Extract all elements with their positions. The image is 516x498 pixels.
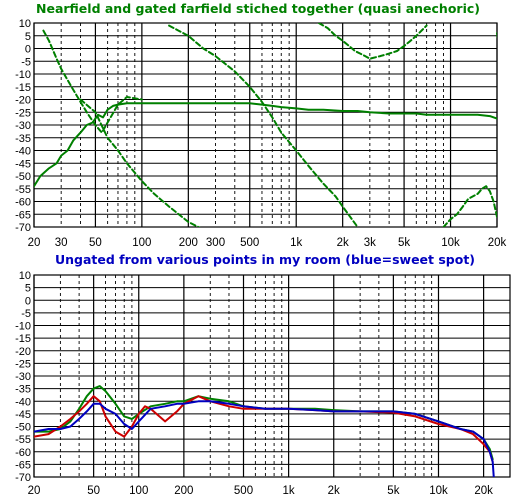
chart2-y-tick-label: -40 bbox=[15, 396, 31, 408]
chart1-y-tick-label: -65 bbox=[15, 209, 31, 221]
chart2-y-tick-label: -35 bbox=[15, 384, 31, 396]
chart2-x-tick-label: 20 bbox=[28, 485, 41, 497]
chart2-y-tick-label: 5 bbox=[25, 283, 31, 295]
chart1-plot: 1050-5-10-15-20-25-30-35-40-45-50-55-60-… bbox=[15, 18, 506, 249]
chart1-y-tick-label: 5 bbox=[25, 31, 31, 43]
chart1-series-line-4 bbox=[168, 24, 359, 227]
chart1-y-tick-label: 10 bbox=[19, 18, 31, 30]
chart2-plot: 1050-5-10-15-20-25-30-35-40-45-50-55-60-… bbox=[15, 270, 511, 497]
chart1-x-tick-label: 20 bbox=[28, 237, 41, 249]
chart1-x-tick-label: 50 bbox=[89, 237, 102, 249]
chart1-y-tick-label: -5 bbox=[21, 56, 31, 68]
chart1-y-tick-label: -30 bbox=[15, 120, 31, 132]
chart2-x-tick-label: 1k bbox=[283, 485, 295, 497]
chart2-y-tick-label: -55 bbox=[15, 434, 31, 446]
chart2-y-tick-label: -10 bbox=[15, 321, 31, 333]
chart2-frame bbox=[33, 274, 511, 478]
chart1-x-tick-label: 20k bbox=[488, 237, 507, 249]
chart2-x-tick-label: 500 bbox=[234, 485, 253, 497]
chart2-x-tick-label: 20k bbox=[474, 485, 493, 497]
chart2-x-tick-label: 5k bbox=[387, 485, 399, 497]
chart2-y-tick-label: -15 bbox=[15, 333, 31, 345]
chart1-series-line-1 bbox=[34, 102, 497, 188]
chart1-y-tick-label: -40 bbox=[15, 146, 31, 158]
chart2-x-tick-label: 200 bbox=[174, 485, 193, 497]
chart1-series-line-2 bbox=[42, 29, 143, 134]
chart1-y-tick-label: -70 bbox=[15, 222, 31, 234]
chart1-y-tick-label: -45 bbox=[15, 158, 31, 170]
chart1-title: Nearfield and gated farfield stiched tog… bbox=[36, 1, 480, 16]
chart2-y-tick-label: -20 bbox=[15, 346, 31, 358]
chart1-x-tick-label: 30 bbox=[55, 237, 68, 249]
chart1-x-tick-label: 200 bbox=[179, 237, 198, 249]
chart1-series-line-3 bbox=[79, 98, 201, 227]
chart2-y-tick-label: -60 bbox=[15, 447, 31, 459]
chart2-x-tick-label: 100 bbox=[129, 485, 148, 497]
chart2-x-tick-label: 10k bbox=[429, 485, 448, 497]
chart2-y-tick-label: -5 bbox=[21, 308, 31, 320]
chart1-x-tick-label: 1k bbox=[290, 237, 302, 249]
chart2-x-tick-label: 2k bbox=[328, 485, 340, 497]
chart1-frame bbox=[33, 22, 498, 228]
chart1-x-tick-label: 300 bbox=[206, 237, 225, 249]
chart1-y-tick-label: -20 bbox=[15, 95, 31, 107]
chart1-series-line-6 bbox=[442, 185, 497, 227]
chart1-x-tick-label: 100 bbox=[132, 237, 151, 249]
chart1-y-tick-label: 0 bbox=[25, 44, 31, 56]
chart2-y-tick-label: 0 bbox=[25, 295, 31, 307]
chart1-x-tick-label: 10k bbox=[441, 237, 460, 249]
chart1-x-tick-label: 500 bbox=[240, 237, 259, 249]
chart2-y-tick-label: -50 bbox=[15, 422, 31, 434]
chart2-series-line-3 bbox=[34, 400, 495, 477]
chart2-y-tick-label: -45 bbox=[15, 409, 31, 421]
chart1-series-line-5 bbox=[317, 23, 428, 60]
chart1-x-tick-label: 2k bbox=[337, 237, 349, 249]
chart2-y-tick-label: 10 bbox=[19, 270, 31, 282]
chart1-y-tick-label: -60 bbox=[15, 197, 31, 209]
chart2-y-tick-label: -65 bbox=[15, 459, 31, 471]
chart2-x-tick-label: 50 bbox=[87, 485, 100, 497]
chart2-y-tick-label: -25 bbox=[15, 358, 31, 370]
chart1-y-tick-label: -35 bbox=[15, 133, 31, 145]
chart1-y-tick-label: -25 bbox=[15, 107, 31, 119]
chart1-y-tick-label: -15 bbox=[15, 82, 31, 94]
chart1-x-tick-label: 3k bbox=[364, 237, 376, 249]
chart2-y-tick-label: -30 bbox=[15, 371, 31, 383]
chart2-y-tick-label: -70 bbox=[15, 472, 31, 484]
chart1-y-tick-label: -50 bbox=[15, 171, 31, 183]
chart2-title: Ungated from various points in my room (… bbox=[55, 252, 475, 267]
chart1-y-tick-label: -55 bbox=[15, 184, 31, 196]
chart1-x-tick-label: 5k bbox=[398, 237, 410, 249]
chart1-y-tick-label: -10 bbox=[15, 69, 31, 81]
